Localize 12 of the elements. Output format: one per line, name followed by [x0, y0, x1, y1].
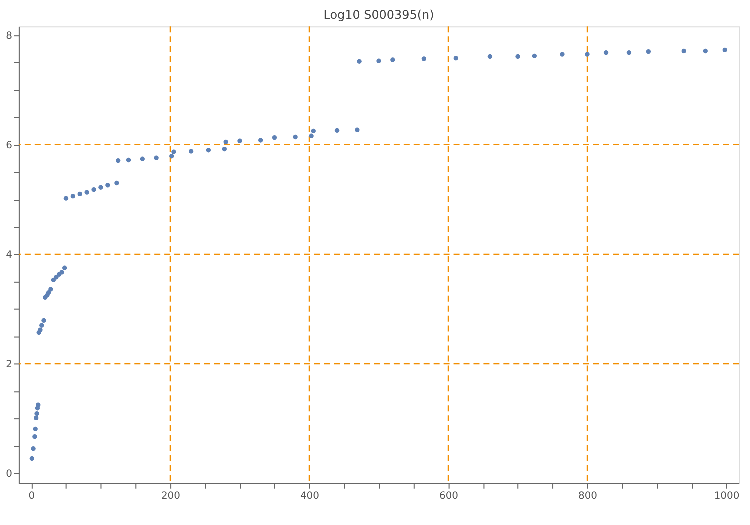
x-tick-label: 200	[161, 490, 180, 502]
x-tick-label: 0	[28, 490, 36, 502]
y-tick-label: 6	[6, 140, 12, 152]
y-tick-label: 2	[6, 359, 12, 370]
y-tick-label: 8	[6, 30, 12, 42]
x-tick-label: 1000	[714, 490, 740, 502]
y-tick-label: 4	[6, 250, 12, 261]
x-tick-label: 600	[439, 490, 459, 502]
x-tick-label: 800	[578, 490, 598, 502]
x-tick-label: 400	[300, 490, 320, 502]
chart-title: Log10 S000395(n)	[324, 8, 434, 22]
y-tick-label: 0	[6, 469, 12, 480]
